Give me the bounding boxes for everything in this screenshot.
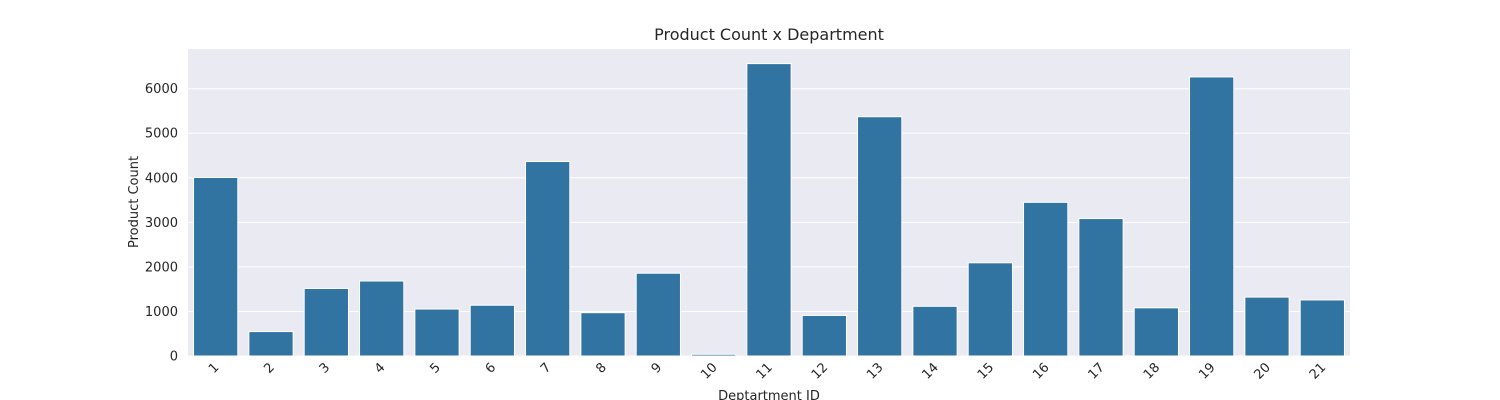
x-tick-label: 13 (864, 360, 886, 382)
x-tick-label: 4 (372, 360, 388, 376)
x-tick-label: 15 (975, 360, 997, 382)
x-tick-label: 18 (1141, 360, 1163, 382)
y-tick-label: 5000 (145, 127, 178, 142)
bar-dept-16 (1023, 201, 1069, 357)
bar-dept-21 (1299, 299, 1345, 357)
bar-dept-12 (801, 314, 847, 357)
x-tick-label: 19 (1196, 360, 1218, 382)
bar-dept-18 (1133, 307, 1179, 357)
bar-dept-14 (912, 305, 958, 357)
bar-dept-7 (525, 161, 571, 357)
x-tick-labels: 1 2 3 4 5 6 7 8 9 10 11 12 13 14 15 16 17 18 19 20 21 (206, 360, 1329, 382)
x-tick-label: 7 (538, 360, 554, 376)
x-tick-label: 5 (427, 360, 443, 376)
y-tick-label: 6000 (145, 82, 178, 97)
y-tick-labels: 0 1000 2000 3000 4000 5000 6000 (145, 82, 178, 364)
x-tick-label: 14 (920, 360, 942, 382)
bar-dept-20 (1244, 296, 1290, 357)
x-tick-label: 3 (317, 360, 333, 376)
y-tick-label: 1000 (145, 305, 178, 320)
bar-dept-1 (193, 176, 239, 357)
y-tick-label: 3000 (145, 216, 178, 231)
bar-dept-15 (967, 262, 1013, 357)
y-tick-label: 2000 (145, 260, 178, 275)
bar-dept-10 (691, 353, 737, 357)
bar-dept-4 (359, 280, 405, 357)
x-tick-label: 9 (649, 360, 665, 376)
bar-dept-19 (1189, 76, 1235, 357)
bar-dept-9 (635, 272, 681, 357)
x-axis-label: Deptartment ID (718, 389, 820, 400)
x-tick-label: 12 (809, 360, 831, 382)
x-tick-label: 21 (1307, 360, 1329, 382)
x-tick-label: 10 (698, 360, 720, 382)
x-tick-label: 1 (206, 360, 222, 376)
bars (193, 63, 1345, 357)
bar-dept-13 (857, 116, 903, 357)
bar-dept-17 (1078, 218, 1124, 357)
y-tick-label: 0 (170, 350, 178, 365)
bar-dept-6 (469, 304, 515, 357)
x-tick-label: 2 (261, 360, 277, 376)
y-axis-label: Product Count (127, 156, 142, 248)
x-tick-label: 11 (754, 360, 776, 382)
y-tick-label: 4000 (145, 171, 178, 186)
chart-title: Product Count x Department (654, 25, 884, 44)
bar-dept-2 (248, 331, 294, 357)
bar-dept-8 (580, 312, 626, 357)
x-tick-label: 8 (593, 360, 609, 376)
x-tick-label: 20 (1252, 360, 1274, 382)
x-tick-label: 17 (1086, 360, 1108, 382)
x-tick-label: 16 (1030, 360, 1052, 382)
bar-dept-11 (746, 63, 792, 357)
bar-dept-3 (303, 288, 349, 357)
x-tick-label: 6 (483, 360, 499, 376)
bar-dept-5 (414, 308, 460, 357)
